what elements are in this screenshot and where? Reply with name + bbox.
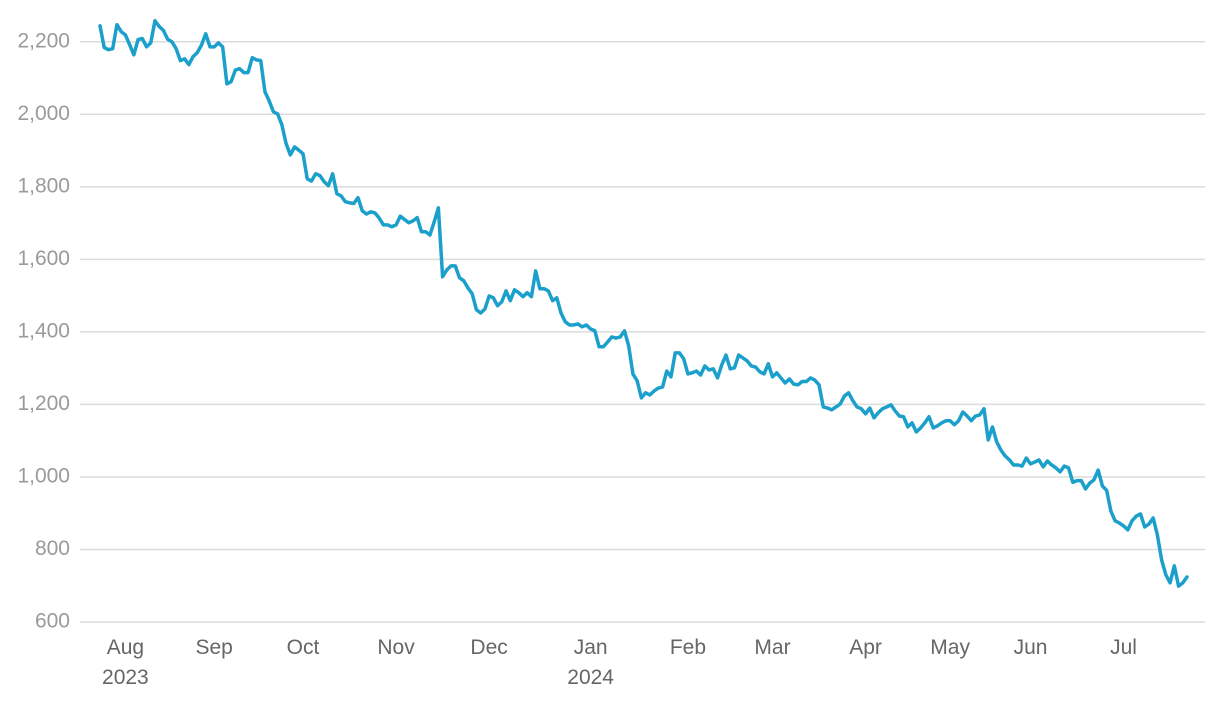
x-tick-label: Oct: [286, 636, 320, 659]
x-tick-label: Jun: [1013, 636, 1048, 659]
y-tick-label: 2,000: [17, 102, 70, 125]
x-tick-label: Aug 2023: [102, 636, 149, 689]
y-tick-label: 1,400: [17, 319, 70, 342]
y-tick-label: 800: [35, 537, 70, 560]
y-tick-label: 1,000: [17, 464, 70, 487]
x-tick-label: Feb: [669, 636, 706, 659]
x-tick-label: Mar: [754, 636, 791, 659]
y-tick-label: 1,200: [17, 392, 70, 415]
y-tick-label: 1,800: [17, 174, 70, 197]
line: [98, 18, 1189, 588]
x-tick-label: Jul: [1110, 636, 1137, 659]
x-tick-label: Apr: [849, 636, 882, 659]
x-tick-label: Dec: [470, 636, 508, 659]
x-tick-label: Jan 2024: [567, 636, 614, 689]
x-tick-label: Sep: [195, 636, 233, 659]
y-tick-label: 600: [35, 610, 70, 633]
y-tick-label: 2,200: [17, 29, 70, 52]
x-tick-label: Nov: [377, 636, 415, 659]
x-tick-label: May: [930, 636, 970, 659]
y-tick-label: 1,600: [17, 247, 70, 270]
